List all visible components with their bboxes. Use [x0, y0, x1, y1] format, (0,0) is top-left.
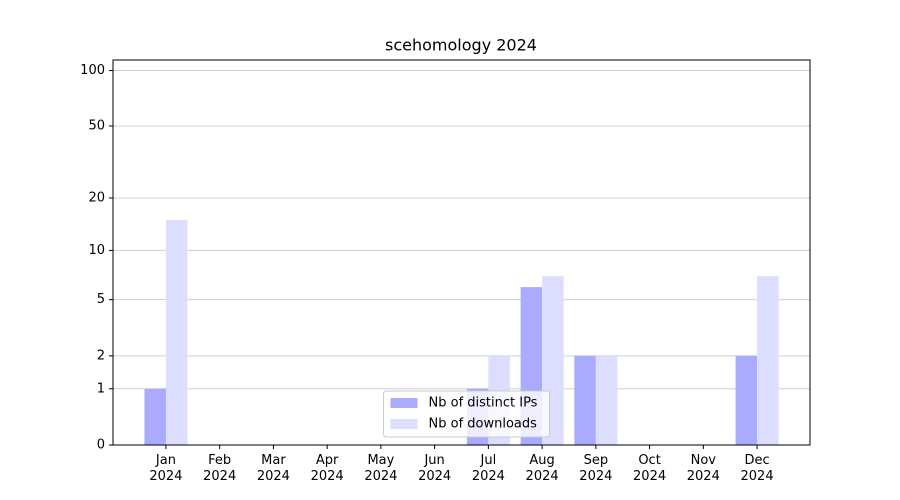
x-tick-label: Jun 2024 [418, 453, 452, 484]
y-tick-label: 5 [97, 292, 105, 307]
y-tick-label: 100 [80, 63, 105, 78]
x-tick-label: Jul 2024 [471, 453, 505, 484]
chart-title: scehomology 2024 [385, 36, 537, 55]
legend-label: Nb of distinct IPs [429, 396, 538, 411]
y-tick-label: 0 [97, 438, 105, 453]
x-tick-label: May 2024 [364, 453, 398, 484]
y-tick-label: 20 [88, 190, 105, 205]
y-tick-label: 10 [88, 243, 105, 258]
x-tick-label: Oct 2024 [633, 453, 667, 484]
x-tick-label: Dec 2024 [740, 453, 774, 484]
y-tick-label: 50 [88, 118, 105, 133]
bar [757, 276, 779, 445]
legend-box [383, 390, 550, 438]
plot-frame [112, 59, 811, 446]
legend-swatch [390, 419, 418, 429]
x-tick-label: Aug 2024 [525, 453, 559, 484]
y-tick-label: 1 [97, 381, 105, 396]
x-tick-label: Mar 2024 [256, 453, 290, 484]
legend-label: Nb of downloads [429, 417, 538, 432]
bar [735, 355, 758, 445]
bar [165, 220, 188, 445]
x-tick-label: Jan 2024 [149, 453, 183, 484]
bar [574, 355, 596, 445]
bar [595, 355, 618, 445]
bar [144, 388, 166, 445]
x-tick-label: Nov 2024 [686, 453, 720, 484]
legend: Nb of distinct IPs Nb of downloads [383, 390, 550, 438]
x-tick-label: Feb 2024 [203, 453, 237, 484]
y-tick-label: 2 [97, 348, 105, 363]
x-tick-label: Apr 2024 [310, 453, 344, 484]
x-tick-label: Sep 2024 [579, 453, 613, 484]
legend-swatch [390, 398, 418, 408]
